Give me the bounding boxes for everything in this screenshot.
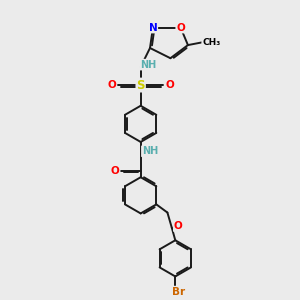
Text: O: O <box>107 80 116 90</box>
Text: N: N <box>148 22 157 33</box>
Text: O: O <box>176 22 185 33</box>
Text: O: O <box>174 221 183 231</box>
Text: NH: NH <box>140 60 156 70</box>
Text: NH: NH <box>142 146 158 156</box>
Text: CH₃: CH₃ <box>202 38 220 47</box>
Text: O: O <box>111 166 119 176</box>
Text: O: O <box>166 80 174 90</box>
Text: S: S <box>136 79 145 92</box>
Text: Br: Br <box>172 286 185 297</box>
